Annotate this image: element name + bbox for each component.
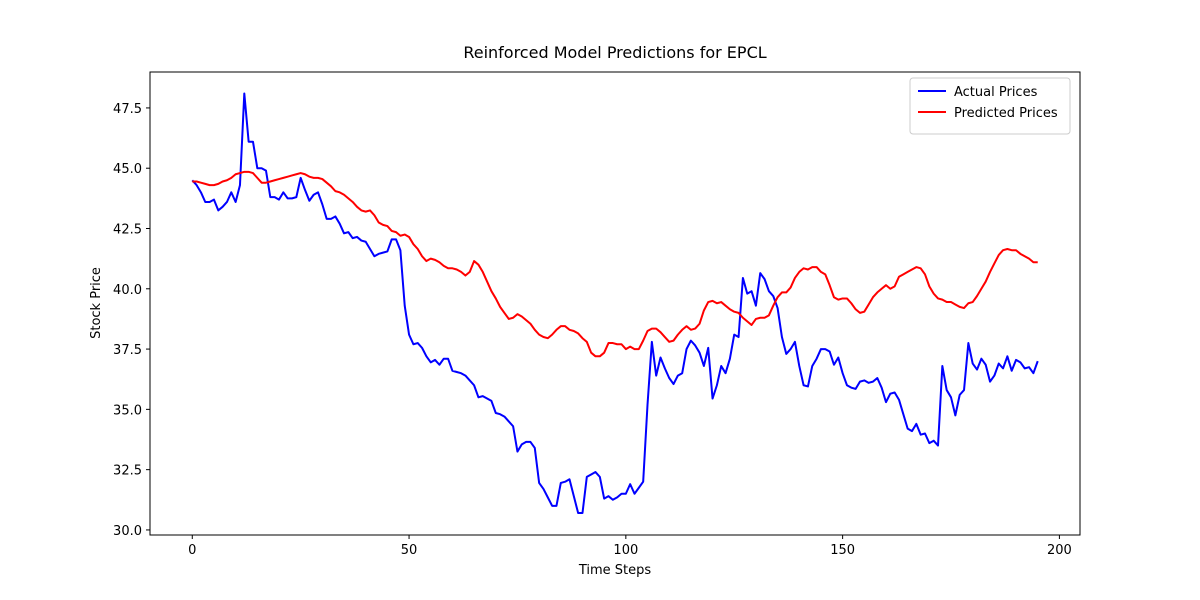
y-tick-label: 37.5 xyxy=(113,343,142,358)
chart-title: Reinforced Model Predictions for EPCL xyxy=(463,43,766,62)
x-tick-label: 200 xyxy=(1047,543,1072,558)
legend-label: Actual Prices xyxy=(954,85,1038,100)
plot-frame xyxy=(149,71,1081,536)
y-tick-label: 40.0 xyxy=(113,283,142,298)
y-tick-label: 35.0 xyxy=(113,403,142,418)
x-tick-label: 100 xyxy=(613,543,638,558)
y-tick-label: 42.5 xyxy=(113,223,142,238)
legend-box xyxy=(909,77,1071,135)
y-axis-label: Stock Price xyxy=(89,267,104,339)
y-tick-label: 47.5 xyxy=(113,102,142,117)
y-tick-label: 45.0 xyxy=(113,162,142,177)
x-axis-label: Time Steps xyxy=(578,563,652,578)
data-line xyxy=(192,170,1038,358)
x-tick-label: 50 xyxy=(401,543,418,558)
data-line xyxy=(191,92,1039,515)
legend-label: Predicted Prices xyxy=(954,106,1058,121)
y-tick-label: 30.0 xyxy=(113,524,142,539)
x-tick-label: 0 xyxy=(188,543,196,558)
x-tick-label: 150 xyxy=(830,543,855,558)
y-tick-label: 32.5 xyxy=(113,464,142,479)
